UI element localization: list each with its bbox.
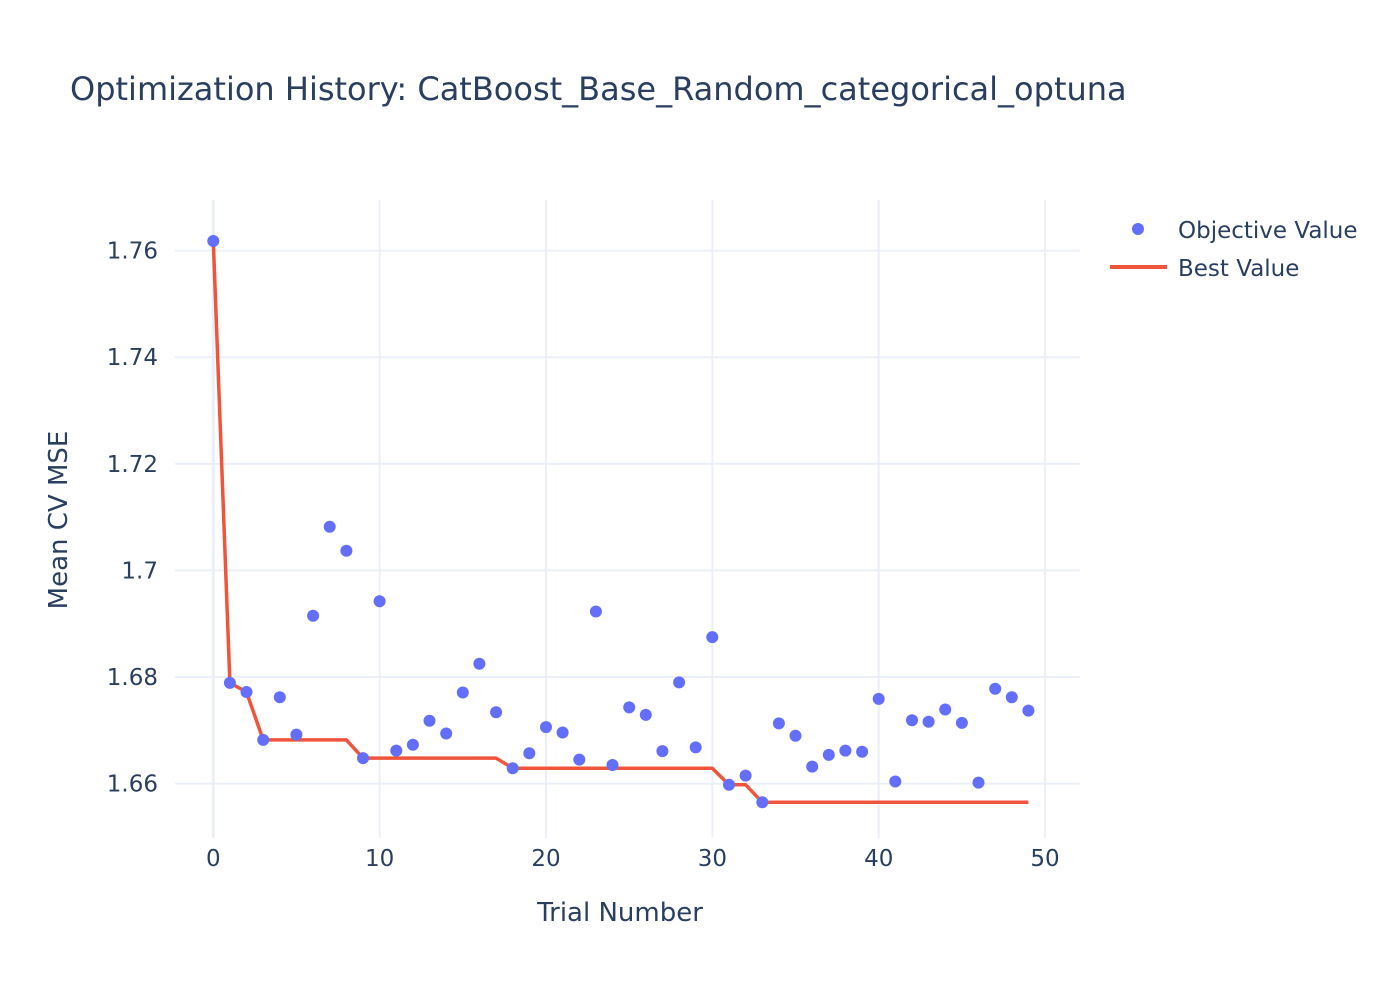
x-tick-label: 0 xyxy=(206,846,221,872)
y-tick-label: 1.66 xyxy=(107,772,158,798)
objective-value-point[interactable] xyxy=(706,631,719,644)
series-layer xyxy=(207,235,1035,809)
objective-value-point[interactable] xyxy=(806,760,819,773)
objective-value-point[interactable] xyxy=(822,748,835,761)
legend-item-objective-value[interactable]: Objective Value xyxy=(1132,218,1358,244)
objective-value-point[interactable] xyxy=(723,778,735,791)
objective-value-point[interactable] xyxy=(523,747,536,760)
objective-value-point[interactable] xyxy=(955,716,968,729)
y-tick-label: 1.74 xyxy=(107,345,158,371)
x-tick-label: 30 xyxy=(698,846,727,872)
objective-value-point[interactable] xyxy=(789,729,802,742)
objective-value-point[interactable] xyxy=(1022,704,1035,717)
objective-value-point[interactable] xyxy=(540,721,552,734)
objective-value-point[interactable] xyxy=(972,776,985,789)
legend-marker-objective-value xyxy=(1132,223,1144,235)
objective-value-point[interactable] xyxy=(307,609,320,622)
objective-value-point[interactable] xyxy=(939,703,952,716)
legend-item-best-value[interactable]: Best Value xyxy=(1110,256,1299,282)
objective-value-point[interactable] xyxy=(872,692,885,705)
x-tick-label: 40 xyxy=(864,846,893,872)
x-tick-label: 50 xyxy=(1030,846,1059,872)
x-axis-ticks: 0 10 20 30 40 50 xyxy=(206,846,1060,872)
best-value-line xyxy=(211,240,1029,805)
objective-value-point[interactable] xyxy=(556,726,569,739)
legend-label-best-value: Best Value xyxy=(1178,256,1299,282)
objective-value-point[interactable] xyxy=(673,676,686,689)
y-tick-label: 1.7 xyxy=(121,558,158,584)
objective-value-point[interactable] xyxy=(456,686,469,699)
objective-value-point[interactable] xyxy=(290,728,303,741)
objective-value-point[interactable] xyxy=(856,745,869,758)
objective-value-point[interactable] xyxy=(406,738,419,751)
objective-value-point[interactable] xyxy=(373,595,386,608)
objective-value-point[interactable] xyxy=(772,717,785,730)
objective-value-point[interactable] xyxy=(573,753,586,766)
objective-value-point[interactable] xyxy=(357,752,369,765)
objective-value-point[interactable] xyxy=(589,605,602,618)
objective-value-point[interactable] xyxy=(207,235,220,247)
objective-value-point[interactable] xyxy=(922,715,935,728)
objective-value-point[interactable] xyxy=(257,733,270,746)
y-tick-label: 1.72 xyxy=(107,452,158,478)
objective-value-point[interactable] xyxy=(473,657,486,670)
objective-value-point[interactable] xyxy=(390,744,403,757)
y-tick-label: 1.76 xyxy=(107,239,158,265)
x-axis-title: Trial Number xyxy=(536,898,703,928)
legend-label-objective-value: Objective Value xyxy=(1178,218,1358,244)
objective-value-point[interactable] xyxy=(340,544,353,557)
objective-value-point[interactable] xyxy=(989,682,1002,695)
grid-layer xyxy=(175,200,1080,838)
objective-value-point[interactable] xyxy=(656,745,669,758)
objective-value-point[interactable] xyxy=(756,796,769,809)
objective-value-point[interactable] xyxy=(1005,691,1018,704)
objective-value-point[interactable] xyxy=(273,691,286,704)
objective-value-point[interactable] xyxy=(423,714,436,727)
objective-value-point[interactable] xyxy=(639,708,652,721)
objective-value-point[interactable] xyxy=(240,686,253,698)
objective-value-point[interactable] xyxy=(906,714,918,727)
legend: Objective Value Best Value xyxy=(1110,218,1358,282)
objective-value-point[interactable] xyxy=(889,775,902,788)
x-tick-label: 20 xyxy=(531,846,560,872)
objective-value-point[interactable] xyxy=(606,759,619,771)
objective-value-point[interactable] xyxy=(739,769,752,782)
objective-value-point[interactable] xyxy=(839,744,852,757)
objective-value-point[interactable] xyxy=(623,701,636,714)
x-tick-label: 10 xyxy=(365,846,394,872)
objective-value-point[interactable] xyxy=(223,676,236,689)
y-axis-title: Mean CV MSE xyxy=(44,431,74,610)
objective-value-point[interactable] xyxy=(490,706,503,719)
chart-title: Optimization History: CatBoost_Base_Rand… xyxy=(70,70,1127,108)
objective-value-point[interactable] xyxy=(440,727,453,740)
y-tick-label: 1.68 xyxy=(107,665,158,691)
objective-value-point[interactable] xyxy=(323,520,336,533)
y-axis-ticks: 1.66 1.68 1.7 1.72 1.74 1.76 xyxy=(107,239,158,798)
objective-value-point[interactable] xyxy=(689,741,702,754)
objective-value-point[interactable] xyxy=(506,762,519,775)
